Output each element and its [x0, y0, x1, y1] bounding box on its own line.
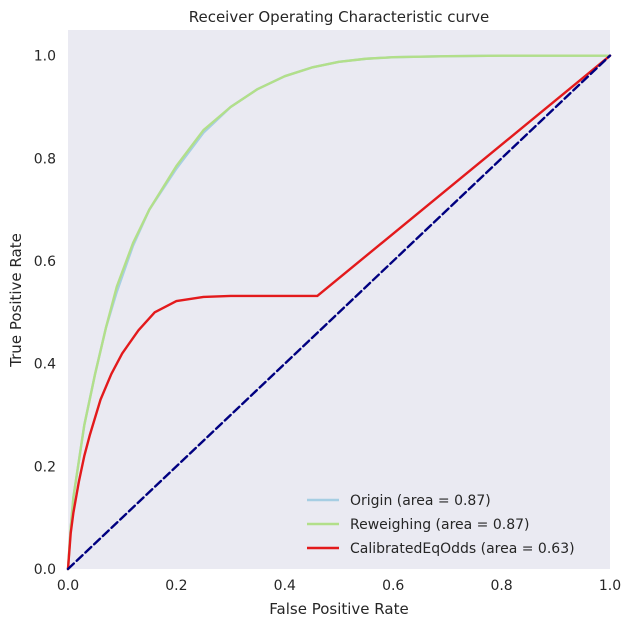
x-tick-label: 0.4: [274, 578, 296, 594]
y-tick-label: 0.8: [34, 151, 56, 167]
series-lines: [66, 54, 612, 571]
chance-diagonal-line: [66, 54, 612, 571]
y-tick-label: 0.2: [34, 459, 56, 475]
x-tick-label: 1.0: [599, 578, 621, 594]
y-tick-label: 0.4: [34, 357, 56, 373]
y-tick-label: 0.6: [34, 254, 56, 270]
legend-label: Reweighing (area = 0.87): [350, 517, 529, 533]
legend-label: CalibratedEqOdds (area = 0.63): [350, 541, 575, 557]
x-axis-ticks: 0.0 0.2 0.4 0.6 0.8 1.0: [57, 578, 621, 594]
y-tick-label: 1.0: [34, 49, 56, 65]
series-line-2: [66, 54, 612, 571]
y-tick-label: 0.0: [34, 562, 56, 578]
x-tick-label: 0.2: [165, 578, 187, 594]
chart-title: Receiver Operating Characteristic curve: [189, 8, 490, 26]
y-axis-ticks: 0.0 0.2 0.4 0.6 0.8 1.0: [34, 49, 56, 578]
legend-label: Origin (area = 0.87): [350, 493, 491, 509]
x-tick-label: 0.0: [57, 578, 79, 594]
x-tick-label: 0.6: [382, 578, 404, 594]
y-axis-label: True Positive Rate: [7, 233, 25, 368]
x-axis-label: False Positive Rate: [269, 600, 408, 618]
series-line-1: [66, 54, 612, 571]
x-tick-label: 0.8: [490, 578, 512, 594]
plot-area: [68, 30, 610, 569]
legend: Origin (area = 0.87) Reweighing (area = 0…: [307, 493, 575, 557]
